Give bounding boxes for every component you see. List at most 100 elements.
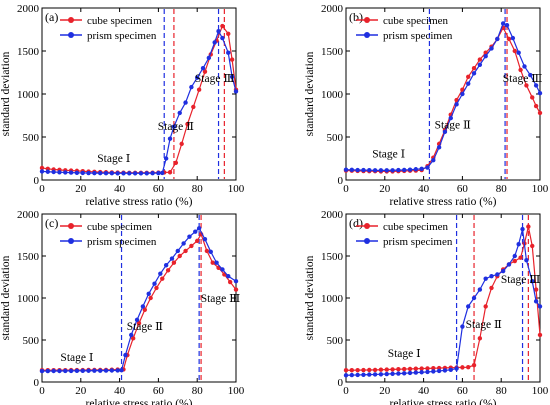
data-point-prism xyxy=(171,124,177,129)
data-point-cube xyxy=(460,87,465,92)
series-line-prism xyxy=(41,29,237,174)
data-point-prism xyxy=(189,84,194,90)
data-point-prism xyxy=(158,271,163,276)
data-point-prism xyxy=(407,167,413,172)
data-point-prism xyxy=(489,273,494,279)
x-tick-label: 40 xyxy=(114,385,126,397)
data-point-cube xyxy=(136,321,142,326)
data-point-prism xyxy=(396,371,401,376)
data-point-prism xyxy=(39,368,45,374)
data-point-prism xyxy=(132,171,138,176)
data-point-cube xyxy=(402,366,407,372)
data-point-cube xyxy=(210,260,215,265)
data-point-prism xyxy=(45,368,51,374)
data-point-prism xyxy=(510,35,516,41)
data-point-cube xyxy=(396,367,401,372)
stage-label: Stage Ⅱ xyxy=(466,319,502,331)
data-point-prism xyxy=(98,368,103,373)
y-tick-label: 0 xyxy=(34,377,40,389)
x-tick-label: 100 xyxy=(532,183,549,195)
data-point-prism xyxy=(431,158,436,163)
x-tick-label: 60 xyxy=(153,385,165,397)
data-point-prism xyxy=(226,50,231,55)
stage-label: Stage Ⅱ xyxy=(127,321,163,333)
y-tick-label: 2000 xyxy=(321,209,344,221)
data-point-cube xyxy=(355,367,360,373)
data-point-prism xyxy=(343,373,349,378)
data-point-prism xyxy=(500,268,506,274)
data-point-cube xyxy=(372,367,378,373)
data-point-prism xyxy=(163,156,169,161)
data-point-prism xyxy=(413,370,419,375)
data-point-prism xyxy=(196,226,202,231)
y-tick-label: 1500 xyxy=(321,251,344,263)
data-point-prism xyxy=(109,171,115,176)
data-point-prism xyxy=(86,170,91,176)
data-point-prism xyxy=(115,171,120,176)
data-point-prism xyxy=(183,100,188,105)
data-point-prism xyxy=(68,368,74,374)
data-point-prism xyxy=(103,171,109,176)
data-point-prism xyxy=(229,74,235,80)
x-tick-label: 0 xyxy=(343,183,349,195)
data-point-cube xyxy=(367,367,372,373)
x-axis-label: relative stress ratio (%) xyxy=(86,398,193,405)
data-point-prism xyxy=(460,91,465,97)
data-point-cube xyxy=(489,285,494,291)
data-point-prism xyxy=(390,168,395,173)
data-point-prism xyxy=(413,167,419,172)
y-tick-label: 1500 xyxy=(17,251,40,263)
data-point-prism xyxy=(80,368,85,374)
series-line-prism xyxy=(345,228,541,376)
data-point-prism xyxy=(402,167,407,173)
data-point-cube xyxy=(378,367,384,372)
data-point-prism xyxy=(466,81,471,86)
x-tick-label: 20 xyxy=(75,183,87,195)
y-tick-label: 500 xyxy=(327,132,344,144)
data-point-prism xyxy=(516,50,521,55)
data-point-cube xyxy=(466,74,471,80)
x-tick-label: 80 xyxy=(192,183,204,195)
data-point-prism xyxy=(68,170,74,175)
data-point-cube xyxy=(191,104,196,110)
y-tick-label: 500 xyxy=(23,335,40,347)
x-tick-label: 40 xyxy=(418,183,430,195)
data-point-cube xyxy=(179,141,184,147)
data-point-prism xyxy=(349,372,355,378)
data-point-cube xyxy=(204,248,210,254)
data-point-prism xyxy=(454,102,459,107)
data-point-prism xyxy=(530,279,535,284)
x-tick-label: 20 xyxy=(75,385,87,397)
data-point-prism xyxy=(471,71,477,76)
y-axis-label: standard deviation xyxy=(304,255,316,340)
data-point-cube xyxy=(466,365,471,370)
data-point-cube xyxy=(471,363,477,368)
data-point-cube xyxy=(537,110,543,116)
y-tick-label: 2000 xyxy=(17,209,40,221)
data-point-cube xyxy=(477,57,483,62)
data-point-cube xyxy=(483,304,488,309)
data-point-prism xyxy=(74,368,80,374)
data-point-cube xyxy=(454,97,459,103)
data-point-cube xyxy=(185,121,190,127)
data-point-prism xyxy=(134,317,140,323)
data-point-cube xyxy=(233,287,239,292)
data-point-cube xyxy=(173,160,179,165)
legend-swatch-marker xyxy=(68,223,74,229)
data-point-cube xyxy=(195,238,200,244)
data-point-prism xyxy=(156,170,161,176)
legend-entry: prism specimen xyxy=(87,30,157,42)
data-point-prism xyxy=(57,170,62,175)
y-tick-label: 2000 xyxy=(17,3,40,15)
data-point-prism xyxy=(115,368,120,373)
y-tick-label: 1500 xyxy=(321,46,344,58)
data-point-cube xyxy=(154,285,159,291)
data-point-prism xyxy=(121,171,126,176)
data-point-cube xyxy=(526,224,531,229)
data-point-prism xyxy=(63,170,68,175)
data-point-prism xyxy=(200,66,206,71)
